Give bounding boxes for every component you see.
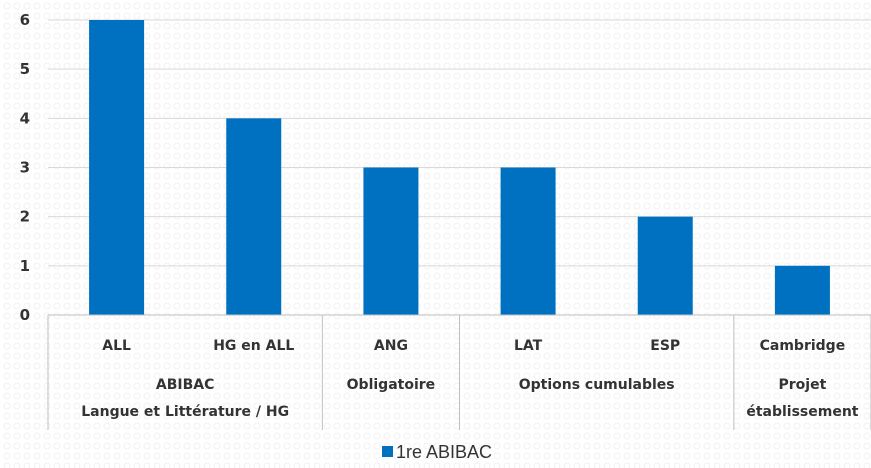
y-tick-label: 0 (20, 306, 30, 324)
bar (774, 265, 830, 315)
bar (637, 216, 693, 315)
y-tick-label: 5 (20, 60, 30, 78)
x-category-label: LAT (514, 338, 543, 354)
gridlines (48, 19, 871, 267)
bar (500, 167, 556, 315)
y-tick-label: 6 (20, 11, 30, 29)
bar (89, 20, 145, 315)
x-group-label: Options cumulables (519, 377, 675, 393)
x-group-label: Obligatoire (347, 377, 436, 393)
y-tick-label: 1 (20, 257, 30, 275)
x-group-label: ABIBAC (156, 377, 215, 393)
x-category-label: Cambridge (760, 338, 846, 354)
bars (89, 20, 830, 315)
x-group-label: établissement (746, 404, 858, 420)
y-tick-label: 4 (20, 109, 30, 127)
x-group-label: Langue et Littérature / HG (81, 404, 289, 420)
bar (363, 167, 419, 315)
x-category-label: ALL (102, 338, 131, 354)
bar (226, 118, 282, 315)
x-axis: ALL HG en ALL ANG LAT ESP Cambridge ABIBAC Lang… (47, 314, 871, 430)
legend: 1re ABIBAC (382, 442, 492, 462)
legend-label: 1re ABIBAC (396, 442, 492, 462)
x-group-label: Projet (779, 377, 827, 393)
y-axis: 0 1 2 3 4 5 6 (20, 11, 30, 324)
legend-swatch (382, 446, 393, 457)
x-category-label: HG en ALL (213, 338, 294, 354)
x-category-label: ANG (374, 338, 408, 354)
x-category-label: ESP (650, 338, 680, 354)
y-tick-label: 2 (20, 208, 30, 226)
y-tick-label: 3 (20, 159, 30, 177)
